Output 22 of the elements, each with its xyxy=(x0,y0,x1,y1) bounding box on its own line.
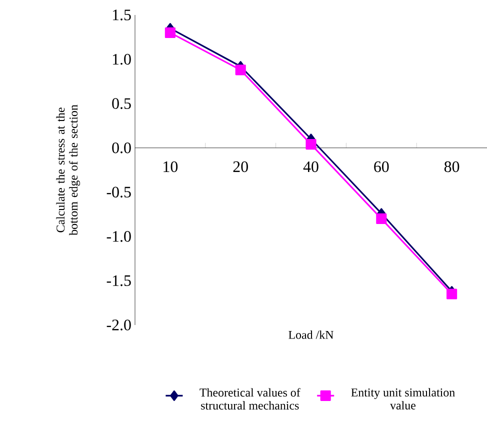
y-tick-label: 0.5 xyxy=(112,98,131,109)
y-tick-label: 1.0 xyxy=(112,54,131,65)
x-tick-label: 20 xyxy=(233,161,248,172)
point xyxy=(376,213,387,224)
legend-label: Theoretical values of structural mechanics xyxy=(200,388,300,410)
x-tick-label: 80 xyxy=(444,161,460,172)
y-tick-label: -1.5 xyxy=(106,275,131,286)
y-tick-label: -2.0 xyxy=(106,320,131,330)
point xyxy=(235,64,246,76)
point xyxy=(306,139,316,150)
x-tick-label: 10 xyxy=(164,161,178,172)
y-tick-label: 1.5 xyxy=(112,10,131,20)
y-tick-label: -1.0 xyxy=(106,231,131,242)
y-axis-title: Calculate the stress at the bottom edge of the section xyxy=(56,104,80,236)
y-tick-label: 0.0 xyxy=(112,142,131,154)
x-tick-label: 40 xyxy=(303,161,318,172)
x-axis-title: Load /kN xyxy=(288,330,334,339)
point xyxy=(164,27,176,38)
legend-label: Entity unit simulation value xyxy=(351,388,455,410)
point xyxy=(446,288,458,300)
x-tick-label: 60 xyxy=(374,161,389,172)
y-tick-label: -0.5 xyxy=(106,186,131,198)
